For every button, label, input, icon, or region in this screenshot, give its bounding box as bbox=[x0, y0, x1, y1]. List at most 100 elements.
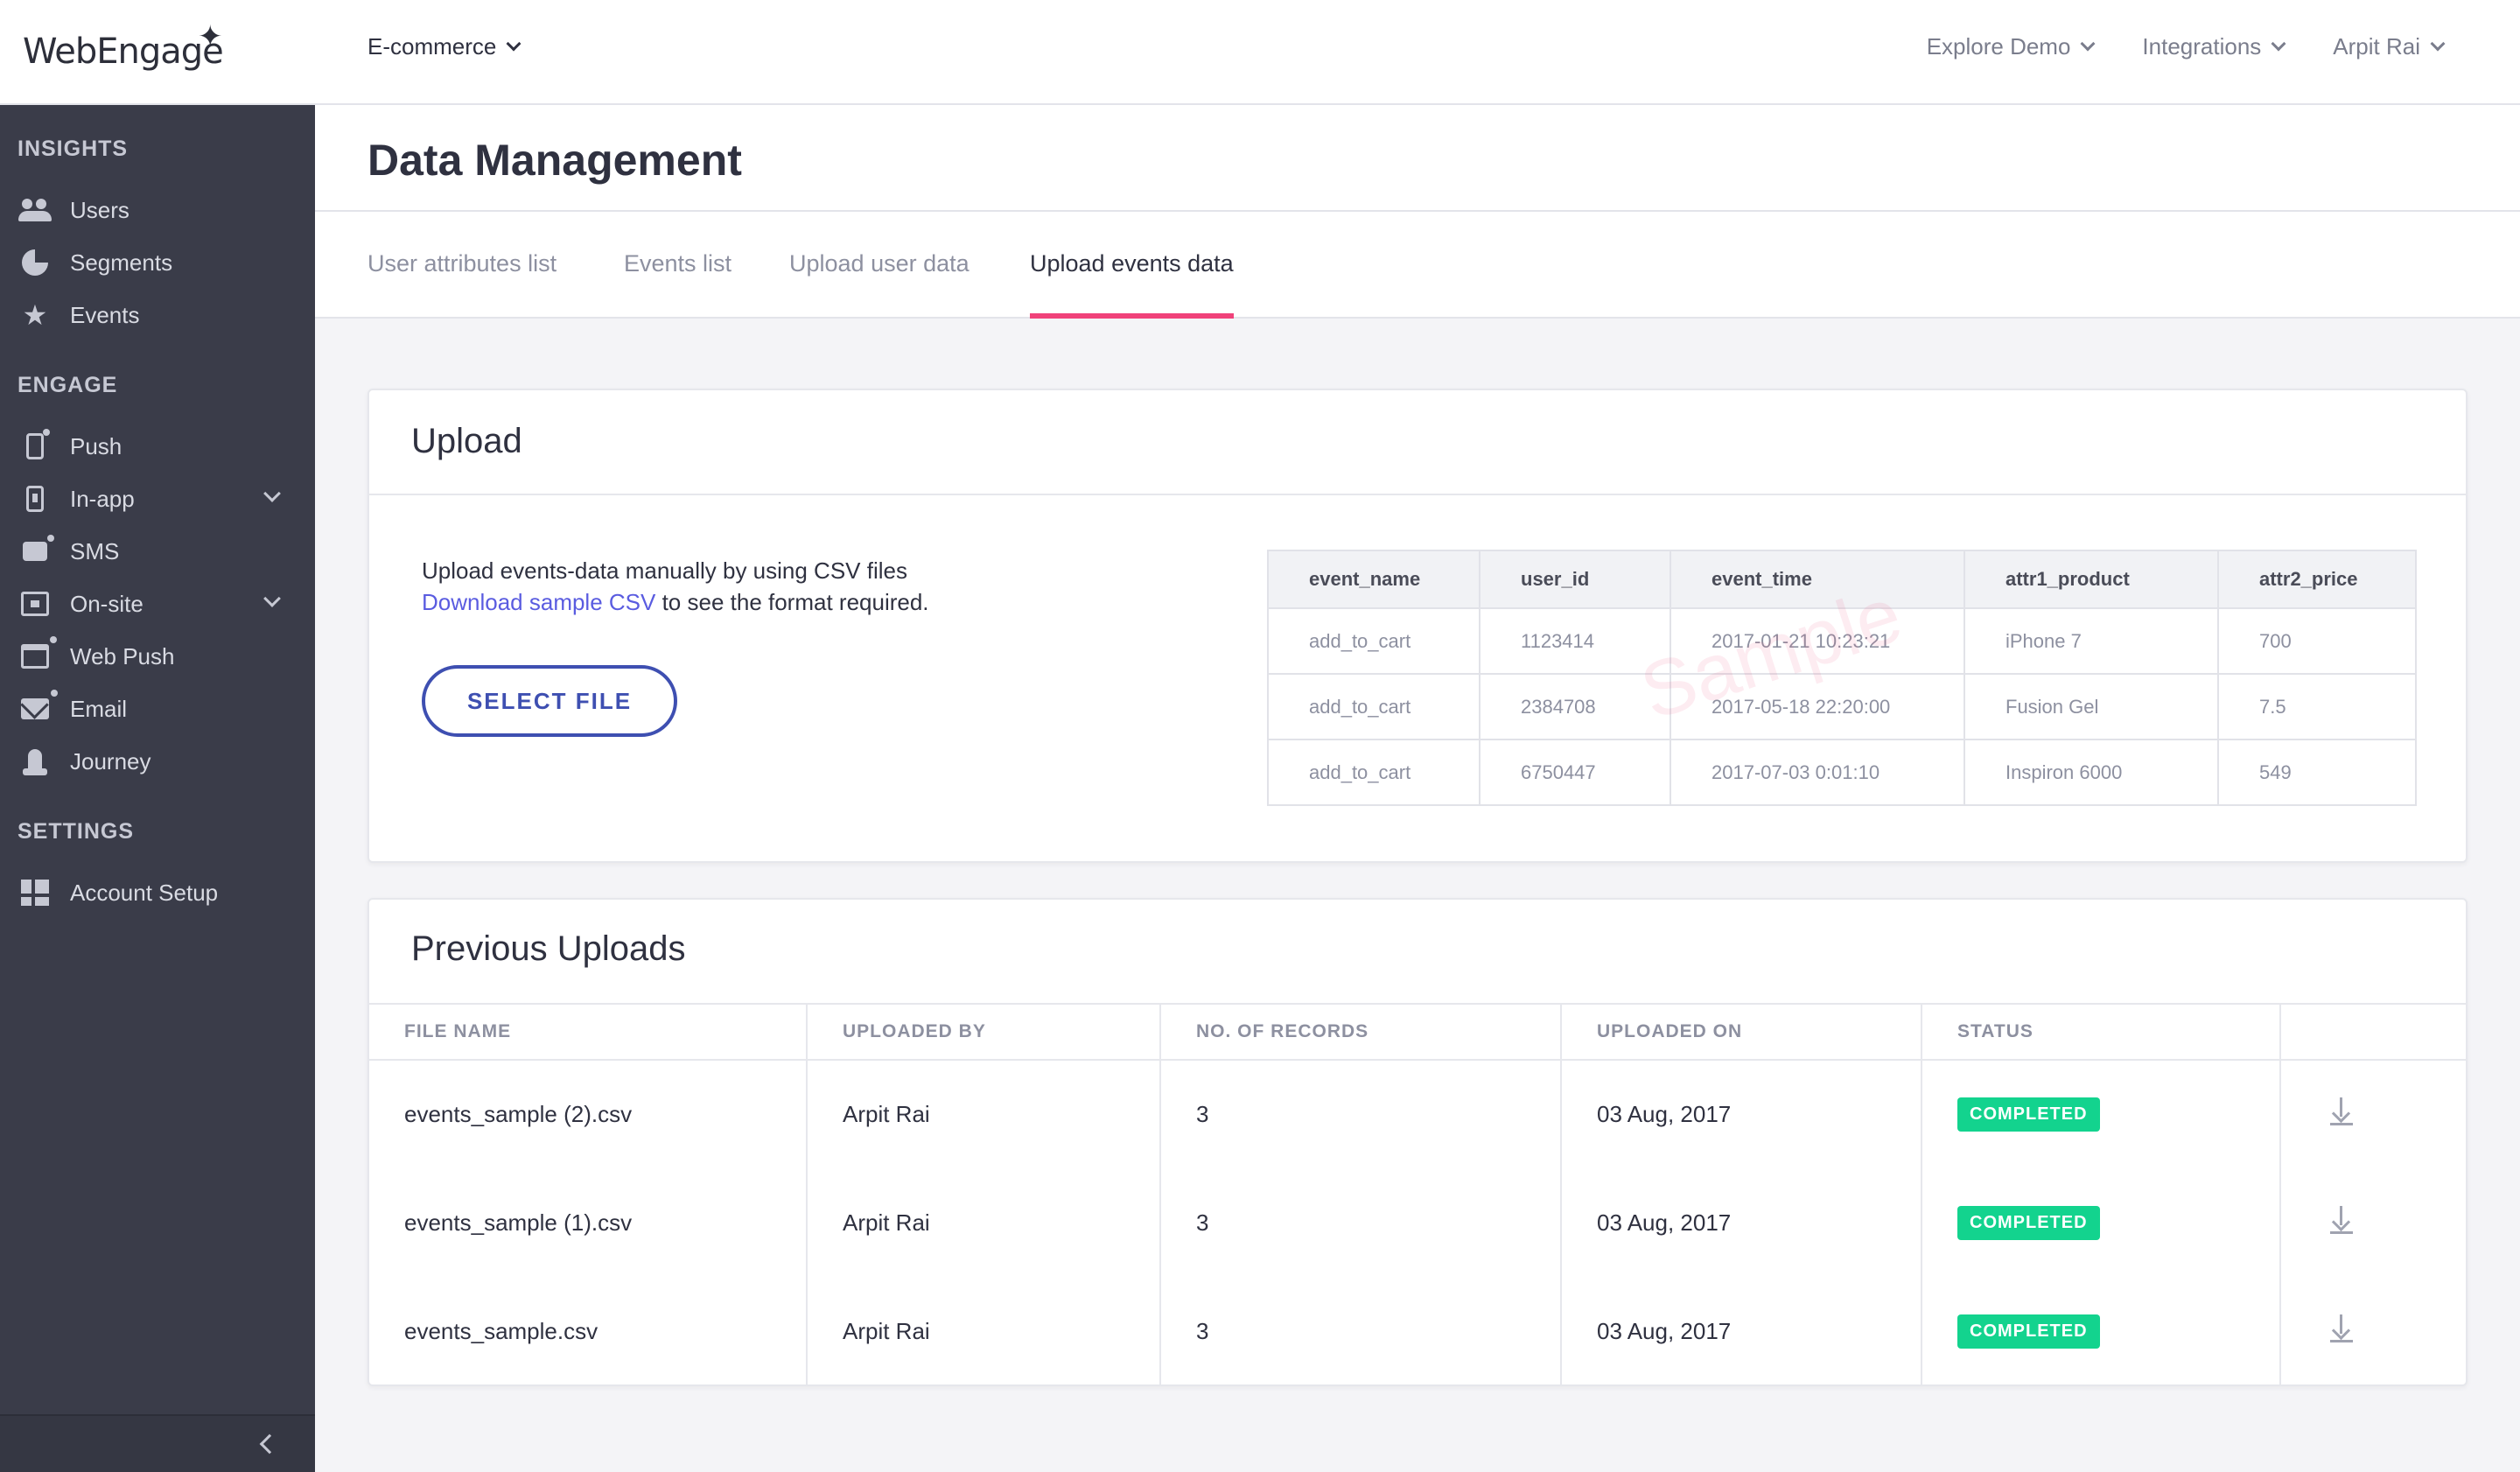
column-header-uploaded-on: UPLOADED ON bbox=[1561, 1003, 1922, 1061]
uploaded-by: Arpit Rai bbox=[807, 1168, 1161, 1277]
sidebar-item-label: Push bbox=[70, 432, 122, 459]
sidebar-item-users[interactable]: Users bbox=[18, 188, 298, 232]
sidebar-item-on-site[interactable]: On-site bbox=[18, 582, 298, 626]
user-menu[interactable]: Arpit Rai bbox=[2333, 33, 2446, 60]
sample-cell: 7.5 bbox=[2217, 673, 2417, 740]
table-row: events_sample.csv Arpit Rai 3 03 Aug, 20… bbox=[369, 1277, 2466, 1385]
sidebar-item-email[interactable]: Email bbox=[18, 687, 298, 731]
status-cell: COMPLETED bbox=[1922, 1060, 2281, 1168]
top-header: WebEngage ✦ E-commerce Explore Demo Inte… bbox=[0, 0, 2520, 105]
sample-cell: 1123414 bbox=[1479, 607, 1671, 675]
upload-instructions: Upload events-data manually by using CSV… bbox=[422, 555, 929, 618]
sidebar-item-segments[interactable]: Segments bbox=[18, 241, 298, 284]
sidebar-item-label: Email bbox=[70, 695, 128, 722]
sidebar-item-label: Account Setup bbox=[70, 879, 219, 906]
download-icon[interactable] bbox=[2330, 1205, 2353, 1234]
webengage-logo[interactable]: WebEngage ✦ bbox=[23, 19, 242, 77]
star-icon: ★ bbox=[22, 299, 48, 331]
sample-cell: Fusion Gel bbox=[1964, 673, 2219, 740]
sample-cell: add_to_cart bbox=[1267, 739, 1480, 806]
integrations-label: Integrations bbox=[2142, 33, 2262, 60]
sidebar-item-in-app[interactable]: In-app bbox=[18, 477, 298, 521]
sidebar-item-label: On-site bbox=[70, 590, 144, 617]
project-name: E-commerce bbox=[368, 33, 497, 60]
status-badge: COMPLETED bbox=[1957, 1314, 2100, 1349]
column-header-actions bbox=[2280, 1003, 2466, 1061]
chevron-down-icon[interactable] bbox=[263, 485, 281, 502]
sample-cell: iPhone 7 bbox=[1964, 607, 2219, 675]
sample-cell: 2017-05-18 22:20:00 bbox=[1670, 673, 1965, 740]
sidebar-item-web-push[interactable]: Web Push bbox=[18, 634, 298, 678]
uploaded-by: Arpit Rai bbox=[807, 1060, 1161, 1168]
file-name: events_sample.csv bbox=[369, 1277, 808, 1385]
tab-upload-user-data[interactable]: Upload user data bbox=[789, 250, 970, 277]
upload-instructions-rest: to see the format required. bbox=[655, 589, 929, 615]
sidebar-footer bbox=[0, 1414, 315, 1472]
mobile-push-icon bbox=[18, 429, 52, 464]
status-cell: COMPLETED bbox=[1922, 1168, 2281, 1277]
sidebar-item-sms[interactable]: SMS bbox=[18, 529, 298, 573]
logo-bird-icon: ✦ bbox=[198, 20, 223, 53]
sidebar-item-label: Events bbox=[70, 301, 140, 328]
chevron-down-icon[interactable] bbox=[263, 590, 281, 607]
sample-cell: 2384708 bbox=[1479, 673, 1671, 740]
uploaded-on: 03 Aug, 2017 bbox=[1561, 1060, 1922, 1168]
rocket-icon bbox=[18, 744, 52, 779]
page-header: Data Management bbox=[315, 105, 2520, 212]
column-header-file-name: FILE NAME bbox=[369, 1003, 808, 1061]
sample-row: add_to_cart 2384708 2017-05-18 22:20:00 … bbox=[1267, 673, 2417, 740]
on-site-icon bbox=[18, 586, 52, 621]
sidebar-item-label: Journey bbox=[70, 747, 151, 775]
sample-cell: add_to_cart bbox=[1267, 607, 1480, 675]
upload-instructions-line1: Upload events-data manually by using CSV… bbox=[422, 557, 907, 584]
divider bbox=[369, 494, 2466, 495]
tab-user-attributes-list[interactable]: User attributes list bbox=[368, 250, 557, 277]
in-app-icon bbox=[18, 481, 52, 516]
sidebar-item-label: Web Push bbox=[70, 642, 175, 669]
download-sample-csv-link[interactable]: Download sample CSV bbox=[422, 589, 656, 615]
action-cell bbox=[2280, 1277, 2466, 1385]
web-push-icon bbox=[18, 636, 57, 674]
sidebar-item-label: Segments bbox=[70, 249, 173, 276]
chevron-down-icon bbox=[2271, 36, 2286, 51]
sample-cell: add_to_cart bbox=[1267, 673, 1480, 740]
previous-uploads-card: Previous Uploads FILE NAME UPLOADED BY N… bbox=[368, 898, 2468, 1386]
page-title: Data Management bbox=[368, 136, 742, 185]
sms-icon bbox=[18, 534, 54, 569]
sidebar-item-push[interactable]: Push bbox=[18, 424, 298, 468]
integrations-menu[interactable]: Integrations bbox=[2142, 33, 2286, 60]
email-icon bbox=[18, 690, 58, 726]
upload-card: Upload Upload events-data manually by us… bbox=[368, 389, 2468, 863]
download-icon[interactable] bbox=[2330, 1314, 2353, 1342]
sidebar-item-label: SMS bbox=[70, 537, 120, 564]
select-file-button[interactable]: SELECT FILE bbox=[422, 665, 677, 737]
uploaded-on: 03 Aug, 2017 bbox=[1561, 1277, 1922, 1385]
sidebar-section-settings: SETTINGS bbox=[18, 819, 135, 844]
uploaded-by: Arpit Rai bbox=[807, 1277, 1161, 1385]
sample-header-cell: event_name bbox=[1267, 550, 1480, 609]
chevron-down-icon bbox=[2080, 36, 2096, 51]
logo-text: WebEngage bbox=[23, 32, 224, 72]
project-switcher[interactable]: E-commerce bbox=[368, 33, 522, 60]
explore-demo-menu[interactable]: Explore Demo bbox=[1927, 33, 2096, 60]
column-header-records: NO. OF RECORDS bbox=[1160, 1003, 1562, 1061]
download-icon[interactable] bbox=[2330, 1097, 2353, 1125]
sample-header-row: event_name user_id event_time attr1_prod… bbox=[1267, 550, 2417, 609]
grid-icon bbox=[18, 875, 52, 910]
sample-cell: Inspiron 6000 bbox=[1964, 739, 2219, 806]
record-count: 3 bbox=[1160, 1277, 1562, 1385]
sidebar: INSIGHTS Users Segments ★ Events ENGAGE … bbox=[0, 105, 315, 1472]
record-count: 3 bbox=[1160, 1060, 1562, 1168]
sidebar-item-journey[interactable]: Journey bbox=[18, 740, 298, 783]
tab-events-list[interactable]: Events list bbox=[624, 250, 732, 277]
column-header-status: STATUS bbox=[1922, 1003, 2281, 1061]
file-name: events_sample (2).csv bbox=[369, 1060, 808, 1168]
sidebar-item-events[interactable]: ★ Events bbox=[18, 293, 298, 337]
sidebar-item-label: Users bbox=[70, 196, 130, 223]
previous-uploads-title: Previous Uploads bbox=[411, 929, 686, 968]
collapse-sidebar-icon[interactable] bbox=[259, 1433, 280, 1454]
users-icon bbox=[18, 193, 52, 228]
sample-row: add_to_cart 6750447 2017-07-03 0:01:10 I… bbox=[1267, 739, 2417, 806]
sidebar-item-account-setup[interactable]: Account Setup bbox=[18, 871, 298, 915]
tab-upload-events-data[interactable]: Upload events data bbox=[1030, 250, 1234, 319]
